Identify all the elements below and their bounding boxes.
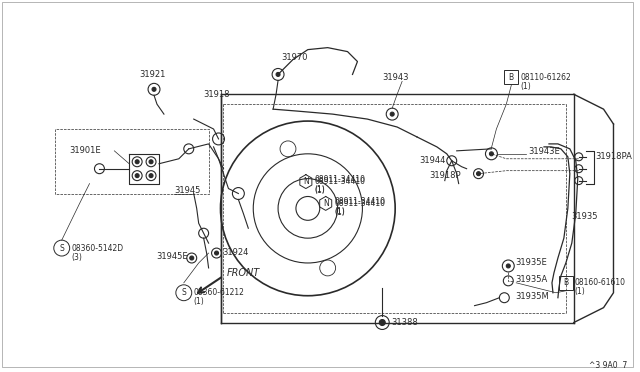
Text: (1): (1)	[315, 185, 326, 194]
Bar	[559, 276, 573, 290]
Text: 31935A: 31935A	[515, 275, 547, 284]
Text: N: N	[303, 177, 308, 186]
Circle shape	[135, 160, 139, 164]
Text: (1): (1)	[194, 297, 204, 306]
Text: 08911-34410: 08911-34410	[335, 197, 386, 206]
Text: 31943: 31943	[382, 73, 409, 82]
Text: 31943E: 31943E	[528, 147, 560, 156]
Text: (1): (1)	[575, 287, 586, 296]
Text: 31935E: 31935E	[515, 259, 547, 267]
Text: 31970: 31970	[281, 53, 308, 62]
Text: 08911-34410: 08911-34410	[315, 177, 366, 186]
Text: S: S	[60, 244, 64, 253]
Text: 31945: 31945	[174, 186, 200, 195]
Text: (1): (1)	[335, 207, 346, 216]
Text: S: S	[181, 288, 186, 297]
Circle shape	[135, 174, 139, 178]
Text: 31901E: 31901E	[70, 146, 101, 155]
Text: 31921: 31921	[139, 70, 166, 79]
Circle shape	[214, 251, 218, 255]
Text: 31388: 31388	[391, 318, 418, 327]
Circle shape	[490, 152, 493, 156]
Text: FRONT: FRONT	[227, 268, 260, 278]
Text: (1): (1)	[315, 186, 326, 195]
Text: 08160-61610: 08160-61610	[575, 278, 626, 287]
Text: 31935: 31935	[571, 212, 597, 221]
Circle shape	[276, 73, 280, 76]
Text: (3): (3)	[72, 253, 83, 262]
Text: ^3 9A0  7: ^3 9A0 7	[589, 361, 627, 370]
Circle shape	[506, 264, 510, 268]
Text: N: N	[323, 199, 328, 208]
Circle shape	[380, 320, 385, 326]
Text: 08360-61212: 08360-61212	[194, 288, 244, 297]
Circle shape	[149, 174, 153, 178]
Text: 31945E: 31945E	[156, 251, 188, 260]
Circle shape	[189, 256, 194, 260]
Circle shape	[390, 112, 394, 116]
Text: 31918P: 31918P	[429, 171, 461, 180]
Text: B: B	[509, 73, 514, 82]
Text: (1): (1)	[520, 82, 531, 91]
Text: 31918PA: 31918PA	[596, 152, 632, 161]
Circle shape	[149, 160, 153, 164]
Circle shape	[477, 172, 481, 176]
Text: (1): (1)	[335, 208, 346, 217]
Circle shape	[152, 87, 156, 91]
Text: 31935M: 31935M	[515, 292, 549, 301]
Text: 31918: 31918	[204, 90, 230, 99]
Text: 08911-34410: 08911-34410	[335, 199, 386, 208]
Text: 08110-61262: 08110-61262	[520, 73, 571, 82]
Text: 31924: 31924	[223, 247, 249, 257]
Text: 31944: 31944	[419, 156, 445, 165]
Text: 08360-5142D: 08360-5142D	[72, 244, 124, 253]
Text: 08911-34410: 08911-34410	[315, 175, 366, 184]
Text: B: B	[563, 278, 568, 287]
Bar	[504, 70, 518, 84]
